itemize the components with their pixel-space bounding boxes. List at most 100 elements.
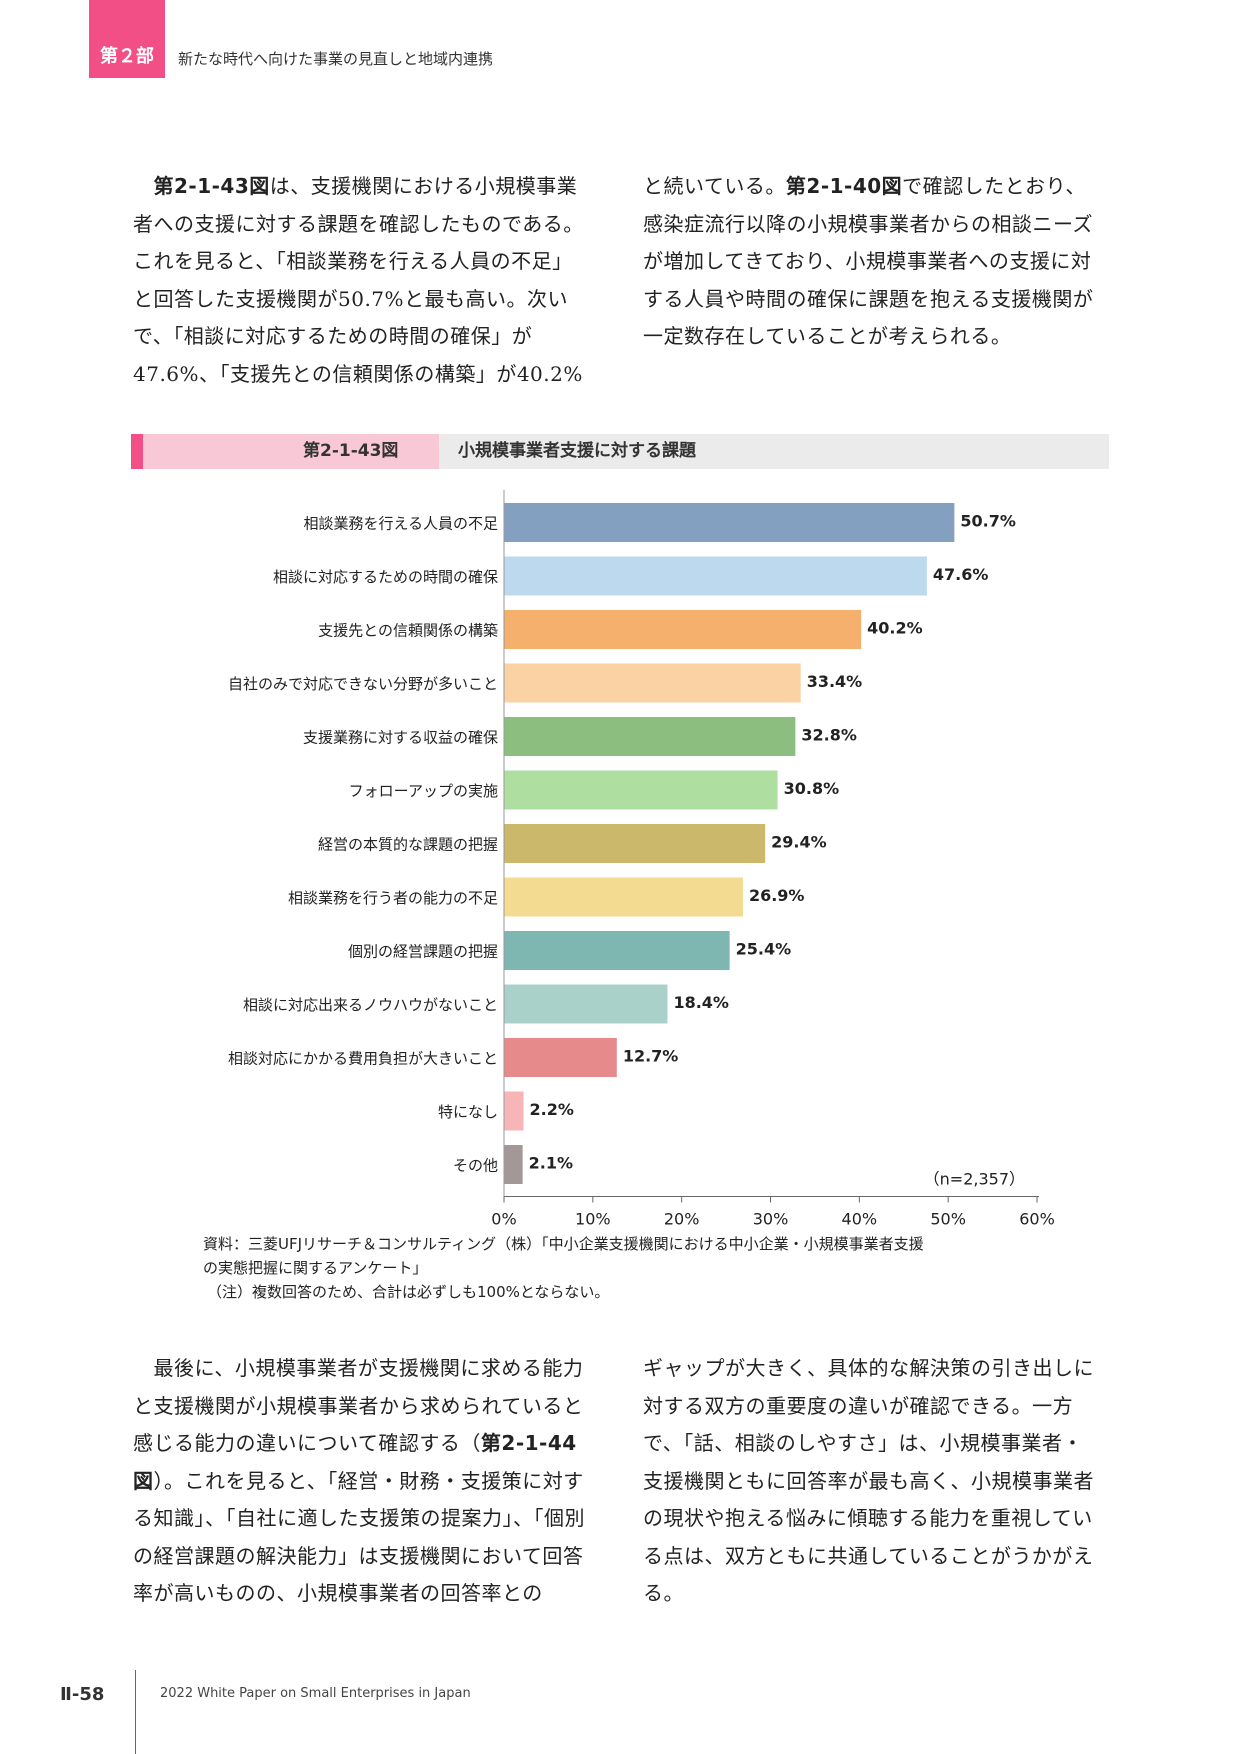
text-run: 対する双方の重要度の違いが確認できる。一方 [643,1393,1074,1418]
category-label: 自社のみで対応できない分野が多いこと [228,675,498,693]
paragraph-line: 感染症流行以降の小規模事業者からの相談ニーズ [643,206,1093,244]
figure-number-box: 第2-1-43図 [143,434,439,469]
bar [504,877,743,917]
text-run: が増加してきており、小規模事業者への支援に対 [643,249,1092,273]
text-run: と支援機関が小規模事業者から求められていると [133,1393,584,1418]
bar [504,503,955,542]
text-run [133,174,154,198]
paragraph-line: 第2-1-43図は、支援機関における小規模事業 [133,168,584,206]
paragraph-line: 感じる能力の違いについて確認する（第2-1-44 [133,1425,585,1463]
x-tick-label: 30% [753,1210,789,1229]
paragraph-line: と支援機関が小規模事業者から求められていると [133,1388,585,1426]
figure-title: 小規模事業者支援に対する課題 [458,441,696,461]
paragraph-line: る点は、双方ともに共通していることがうかがえ [643,1538,1094,1576]
intro-left-paragraph: 第2-1-43図は、支援機関における小規模事業者への支援に対する課題を確認したも… [133,168,584,393]
paragraph-line: で、「相談に対応するための時間の確保」が [133,318,584,356]
value-label: 25.4% [736,940,792,959]
figure-reference: 図 [133,1468,154,1493]
footer-divider [135,1670,136,1754]
value-label: 18.4% [673,993,729,1012]
value-label: 12.7% [623,1047,679,1066]
text-run: 率が高いものの、小規模事業者の回答率との [133,1581,543,1605]
text-run: で、「相談に対応するための時間の確保」が [133,324,533,348]
bar [504,770,778,810]
paragraph-line: る知識」、「自社に適した支援策の提案力」、「個別 [133,1500,585,1538]
text-run: の経営課題の解決能力」は支援機関において回答 [133,1543,584,1568]
paragraph-line: これを見ると、「相談業務を行える人員の不足」 [133,243,584,281]
category-label: 相談に対応するための時間の確保 [273,568,498,586]
paragraph-line: 最後に、小規模事業者が支援機関に求める能力 [133,1350,585,1388]
text-run: 感じる能力の違いについて確認する（ [133,1431,481,1455]
value-label: 50.7% [960,512,1016,531]
paragraph-line: 支援機関ともに回答率が最も高く、小規模事業者 [643,1463,1094,1501]
text-run: る知識」、「自社に適した支援策の提案力」、「個別 [133,1506,585,1530]
text-run: 47.6%、「支援先との信頼関係の構築」が40.2% [133,361,583,386]
category-label: フォローアップの実施 [349,782,498,800]
category-label: 相談対応にかかる費用負担が大きいこと [228,1050,498,1068]
text-run: 一定数存在していることが考えられる。 [643,324,1012,348]
text-run: の現状や抱える悩みに傾聴する能力を重視してい [643,1506,1093,1530]
paragraph-line: 者への支援に対する課題を確認したものである。 [133,206,584,244]
category-label: 相談業務を行う者の能力の不足 [288,889,498,907]
bar [504,1091,524,1131]
outro-right-paragraph: ギャップが大きく、具体的な解決策の引き出しに 対する双方の重要度の違いが確認できる… [643,1350,1094,1613]
bar [504,984,668,1024]
intro-right-paragraph: と続いている。第2-1-40図で確認したとおり、 感染症流行以降の小規模事業者から… [643,168,1093,356]
bar [504,931,730,970]
bar-chart: 相談業務を行える人員の不足 50.7% 相談に対応するための時間の確保 47.6% 支援… [228,490,1055,1229]
x-tick-label: 20% [664,1210,700,1229]
paragraph-line: 率が高いものの、小規模事業者の回答率との [133,1575,585,1613]
x-tick-label: 0% [491,1210,516,1229]
category-label: 相談業務を行える人員の不足 [303,515,498,533]
text-run: で、「話、相談のしやすさ」は、小規模事業者・ [643,1431,1083,1455]
bar [504,556,927,596]
value-label: 30.8% [784,779,840,798]
paragraph-line: ギャップが大きく、具体的な解決策の引き出しに [643,1350,1094,1388]
footer-text: 2022 White Paper on Small Enterprises in… [160,1686,471,1701]
paragraph-line: 47.6%、「支援先との信頼関係の構築」が40.2% [133,356,584,394]
value-label: 2.2% [530,1100,574,1119]
source-note-1: 資料：三菱UFJリサーチ＆コンサルティング（株）「中小企業支援機関における中小企… [203,1235,924,1253]
category-label: 経営の本質的な課題の把握 [318,836,498,854]
text-run: ギャップが大きく、具体的な解決策の引き出しに [643,1356,1094,1380]
category-label: その他 [453,1157,498,1175]
text-run: 者への支援に対する課題を確認したものである。 [133,211,584,236]
paragraph-line: の経営課題の解決能力」は支援機関において回答 [133,1538,585,1576]
text-run: する人員や時間の確保に課題を抱える支援機関が [643,286,1094,311]
category-label: 特になし [438,1103,498,1121]
x-tick-label: 40% [842,1210,878,1229]
x-tick-label: 60% [1019,1210,1055,1229]
category-label: 相談に対応出来るノウハウがないこと [243,996,498,1014]
figure-header-mark [131,434,143,469]
paragraph-line: の現状や抱える悩みに傾聴する能力を重視してい [643,1500,1094,1538]
paragraph-line: が増加してきており、小規模事業者への支援に対 [643,243,1093,281]
outro-left-paragraph: 最後に、小規模事業者が支援機関に求める能力 と支援機関が小規模事業者から求められて… [133,1350,585,1613]
value-label: 26.9% [749,886,805,905]
text-run: 最後に、小規模事業者が支援機関に求める能力 [133,1356,584,1380]
text-run: 支援機関ともに回答率が最も高く、小規模事業者 [643,1468,1094,1493]
part-tab: 第２部 [89,0,165,78]
text-run: と続いている。 [643,174,786,198]
value-label: 47.6% [933,565,989,584]
paragraph-line: と回答した支援機関が50.7%と最も高い。次い [133,281,584,319]
figure-reference: 第2-1-44 [480,1431,577,1455]
bar [504,1038,617,1077]
text-run: る点は、双方ともに共通していることがうかがえ [643,1543,1094,1568]
text-run: 感染症流行以降の小規模事業者からの相談ニーズ [643,211,1093,236]
paragraph-line: 図）。これを見ると、「経営・財務・支援策に対す [133,1463,585,1501]
paragraph-line: する人員や時間の確保に課題を抱える支援機関が [643,281,1093,319]
x-tick-label: 10% [575,1210,611,1229]
figure-number: 第2-1-43図 [303,441,399,461]
value-label: 40.2% [867,619,923,638]
category-label: 個別の経営課題の把握 [348,943,498,961]
figure-reference: 第2-1-43図 [153,174,270,198]
value-label: 2.1% [529,1154,573,1173]
bar [504,717,796,756]
paragraph-line: 対する双方の重要度の違いが確認できる。一方 [643,1388,1094,1426]
part-title: 新たな時代へ向けた事業の見直しと地域内連携 [178,50,494,68]
text-run: る。 [643,1581,684,1605]
text-run: これを見ると、「相談業務を行える人員の不足」 [133,249,573,273]
footnote: （注）複数回答のため、合計は必ずしも100%とならない。 [207,1283,610,1301]
x-tick-label: 50% [930,1210,966,1229]
text-run: は、支援機関における小規模事業 [269,174,578,198]
